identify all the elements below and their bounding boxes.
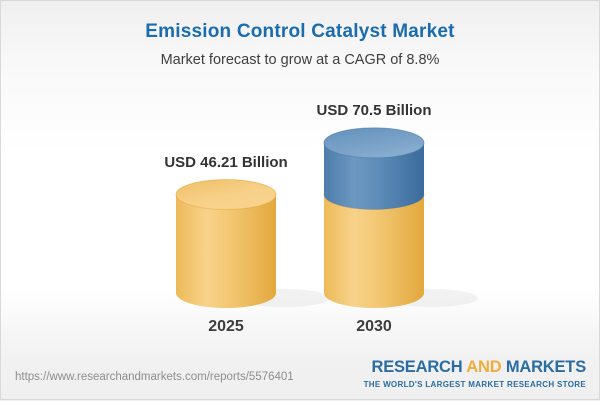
page-title: Emission Control Catalyst Market <box>145 21 455 42</box>
logo-word-markets: MARKETS <box>505 358 586 377</box>
logo-tagline: THE WORLD'S LARGEST MARKET RESEARCH STOR… <box>363 380 586 389</box>
bar-cap <box>175 179 277 211</box>
value-label-2030: USD 70.5 Billion <box>316 101 432 119</box>
report-url: https://www.researchandmarkets.com/repor… <box>15 371 294 383</box>
logo-word-and: AND <box>466 358 502 377</box>
page-subtitle: Market forecast to grow at a CAGR of 8.8… <box>160 52 440 68</box>
logo-word-research: RESEARCH <box>371 358 463 377</box>
bar-segment <box>176 179 276 308</box>
bar-segment <box>324 179 424 308</box>
axis-label-2025: 2025 <box>208 318 244 335</box>
research-and-markets-logo: RESEARCH AND MARKETS THE WORLD'S LARGEST… <box>363 358 587 389</box>
bar-cap <box>323 127 425 159</box>
value-label-2025: USD 46.21 Billion <box>164 153 288 171</box>
axis-label-2030: 2030 <box>356 318 392 335</box>
logo-wordmark: RESEARCH AND MARKETS <box>364 358 586 377</box>
